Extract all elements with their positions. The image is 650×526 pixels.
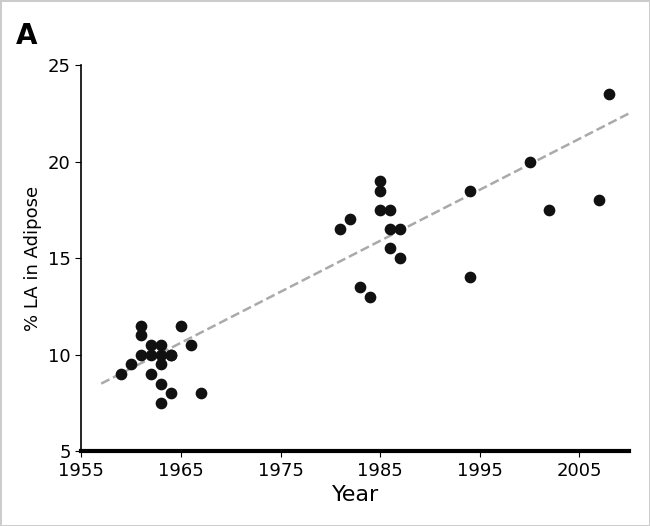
Point xyxy=(156,399,166,407)
Point xyxy=(146,370,156,378)
Text: A: A xyxy=(16,22,37,49)
Point xyxy=(196,389,206,398)
Point xyxy=(395,254,405,262)
Point xyxy=(116,370,126,378)
Point xyxy=(525,157,535,166)
Point xyxy=(544,206,554,214)
Point xyxy=(156,379,166,388)
Point xyxy=(156,341,166,349)
Point xyxy=(146,341,156,349)
Point xyxy=(335,225,346,234)
Point xyxy=(136,331,146,340)
Point xyxy=(395,225,405,234)
Point xyxy=(365,292,375,301)
Point xyxy=(166,350,176,359)
Point xyxy=(146,350,156,359)
Point xyxy=(355,283,365,291)
Point xyxy=(136,321,146,330)
Point xyxy=(594,196,604,205)
Point xyxy=(136,350,146,359)
X-axis label: Year: Year xyxy=(332,485,379,505)
Point xyxy=(345,215,356,224)
Point xyxy=(166,350,176,359)
Point xyxy=(375,186,385,195)
Point xyxy=(385,206,395,214)
Point xyxy=(156,350,166,359)
Point xyxy=(166,389,176,398)
Point xyxy=(385,225,395,234)
Point xyxy=(186,341,196,349)
Point xyxy=(375,177,385,185)
Point xyxy=(465,273,475,281)
Point xyxy=(176,321,186,330)
Point xyxy=(465,186,475,195)
Point xyxy=(385,244,395,252)
Point xyxy=(604,90,614,98)
Y-axis label: % LA in Adipose: % LA in Adipose xyxy=(24,186,42,331)
Point xyxy=(375,206,385,214)
Point xyxy=(126,360,136,369)
Point xyxy=(156,360,166,369)
